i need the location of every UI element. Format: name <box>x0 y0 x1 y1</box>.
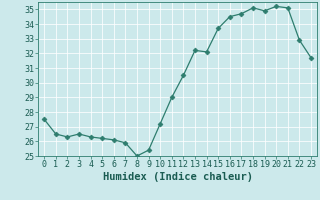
X-axis label: Humidex (Indice chaleur): Humidex (Indice chaleur) <box>103 172 252 182</box>
